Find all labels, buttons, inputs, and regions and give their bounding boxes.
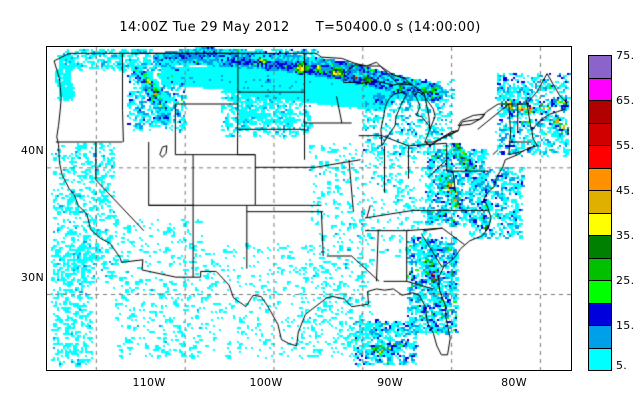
colorbar-band-55-60 [589, 123, 611, 146]
colorbar-band-45-50 [589, 168, 611, 191]
colorbar-tick-5: 5. [616, 359, 628, 372]
chart-title: 14:00Z Tue 29 May 2012 T=50400.0 s (14:00… [0, 20, 600, 35]
colorbar-tick-75: 75. [616, 49, 635, 62]
title-timestamp: 14:00Z Tue 29 May 2012 [119, 20, 290, 35]
colorbar-band-10-15 [589, 326, 611, 349]
colorbar-band-30-35 [589, 236, 611, 259]
title-model-time: T=50400.0 s (14:00:00) [315, 20, 481, 35]
colorbar-band-65-70 [589, 78, 611, 101]
radar-reflectivity-map [47, 47, 571, 370]
colorbar-tick-25: 25. [616, 274, 635, 287]
x-tick-label-110w: 110W [132, 376, 166, 389]
colorbar-tick-45: 45. [616, 184, 635, 197]
colorbar-band-40-45 [589, 191, 611, 214]
colorbar-tick-35: 35. [616, 229, 635, 242]
map-plot-frame [46, 46, 572, 371]
colorbar-tick-15: 15. [616, 319, 635, 332]
x-tick-label-90w: 90W [377, 376, 403, 389]
y-tick-label-30n: 30N [20, 271, 44, 284]
x-tick-label-100w: 100W [249, 376, 283, 389]
colorbar-band-35-40 [589, 213, 611, 236]
colorbar-band-60-65 [589, 101, 611, 124]
y-tick-label-40n: 40N [20, 144, 44, 157]
colorbar-band-20-25 [589, 281, 611, 304]
colorbar-band-70-75 [589, 56, 611, 79]
colorbar-band-50-55 [589, 146, 611, 169]
colorbar-band-25-30 [589, 258, 611, 281]
colorbar-band-15-20 [589, 303, 611, 326]
colorbar-tick-65: 65. [616, 94, 635, 107]
reflectivity-colorbar [588, 55, 612, 371]
x-tick-label-80w: 80W [501, 376, 527, 389]
colorbar-tick-55: 55. [616, 139, 635, 152]
colorbar-band-5-10 [589, 348, 611, 370]
